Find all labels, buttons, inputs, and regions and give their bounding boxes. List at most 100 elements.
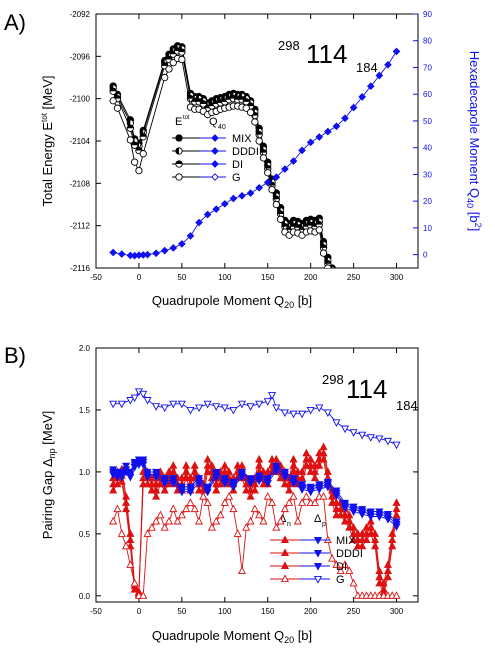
data-point-shape (366, 529, 375, 537)
data-point (263, 480, 272, 488)
data-point (259, 516, 268, 525)
data-point-shape (173, 516, 182, 525)
data-point (306, 138, 315, 147)
x-tick-label: -50 (90, 273, 102, 282)
data-point (109, 400, 118, 409)
data-point-half (165, 56, 173, 60)
data-point-shape (203, 488, 212, 497)
legend-marker-q40 (211, 173, 219, 181)
data-point (182, 504, 191, 513)
data-point-shape (169, 244, 178, 252)
data-point-shape (160, 523, 169, 531)
legend-label: DDDI (232, 146, 259, 158)
data-point (139, 390, 148, 399)
data-point (190, 504, 199, 513)
legend-marker-dp-shape (313, 537, 323, 545)
data-point-shape (186, 232, 195, 240)
data-point (375, 435, 384, 444)
data-point (246, 108, 255, 117)
data-point (203, 488, 212, 497)
legend-marker-dp (313, 563, 323, 571)
y2-tick-label: 30 (423, 170, 432, 179)
legend-header-left: E (175, 116, 182, 128)
data-point (392, 47, 401, 56)
data-point (340, 516, 350, 525)
data-point-shape (160, 246, 169, 255)
data-point-shape (229, 504, 238, 513)
data-point (186, 498, 195, 506)
xlabel-text: Quadrupole Moment Q (152, 293, 284, 308)
data-point-shape (130, 158, 139, 166)
data-point-shape (272, 404, 281, 413)
data-point-shape (117, 250, 126, 258)
data-point-shape (169, 400, 178, 409)
data-point (152, 403, 161, 411)
y2-tick-label: 50 (423, 117, 432, 126)
data-point (358, 541, 367, 550)
y-tick-label: 0.5 (79, 530, 91, 539)
x-tick-label: 200 (304, 607, 318, 616)
data-point-shape (251, 118, 259, 126)
panel-a-label: A) (4, 10, 26, 35)
data-point-shape (362, 535, 371, 544)
xlabel-sub: 20 (284, 300, 294, 310)
data-point (152, 249, 160, 258)
panel-a-y2label: Hexadecapole Moment Q40 [b2] (465, 51, 483, 232)
data-point (267, 498, 277, 506)
data-point (177, 400, 186, 409)
data-point-shape (178, 55, 186, 64)
data-point (375, 513, 384, 522)
data-point (276, 516, 285, 525)
y-tick-label: -2092 (70, 10, 91, 19)
data-point-half (109, 88, 117, 92)
data-point (242, 523, 251, 531)
data-point-shape (302, 461, 311, 469)
data-point-shape (126, 560, 135, 568)
data-point (272, 404, 281, 413)
data-point (349, 429, 358, 437)
data-point-half (247, 102, 254, 107)
data-point (207, 523, 216, 531)
data-point-shape (122, 504, 131, 513)
xlabel-unit: [b] (294, 293, 312, 308)
data-point-shape (182, 504, 191, 513)
data-point-shape (177, 400, 186, 409)
data-point (203, 467, 212, 475)
data-point (156, 510, 165, 519)
data-point-shape (109, 248, 118, 257)
data-point-shape (345, 566, 354, 575)
data-point-shape (366, 434, 375, 442)
data-point-shape (177, 488, 186, 497)
data-point-shape (340, 516, 350, 525)
data-point-shape (109, 516, 118, 525)
data-point (319, 492, 328, 500)
data-point-shape (178, 240, 186, 248)
data-point (152, 492, 161, 500)
data-point-shape (212, 205, 221, 214)
data-point-shape (147, 485, 156, 494)
data-point-shape (371, 541, 380, 550)
data-point-shape (358, 93, 367, 101)
data-point (276, 473, 285, 482)
data-point (362, 535, 371, 544)
data-point (315, 226, 323, 234)
data-point-shape (152, 473, 161, 482)
data-point-shape (272, 200, 280, 209)
data-point (289, 467, 298, 475)
nucleus-mass: 298 (278, 38, 300, 53)
data-point-shape (276, 516, 285, 525)
data-point-shape (160, 485, 169, 494)
data-point (358, 93, 367, 101)
legend-marker-dn (280, 548, 290, 556)
series-mix (109, 47, 401, 260)
data-point (237, 566, 247, 575)
data-point (298, 498, 307, 506)
data-point-shape (315, 133, 324, 141)
data-point-shape (276, 215, 285, 223)
legend-marker-dn-shape (280, 535, 290, 543)
data-point-half (127, 119, 131, 127)
data-point (340, 560, 350, 568)
data-point-shape (250, 504, 259, 513)
data-point-shape (293, 516, 302, 525)
data-point-shape (276, 473, 285, 482)
